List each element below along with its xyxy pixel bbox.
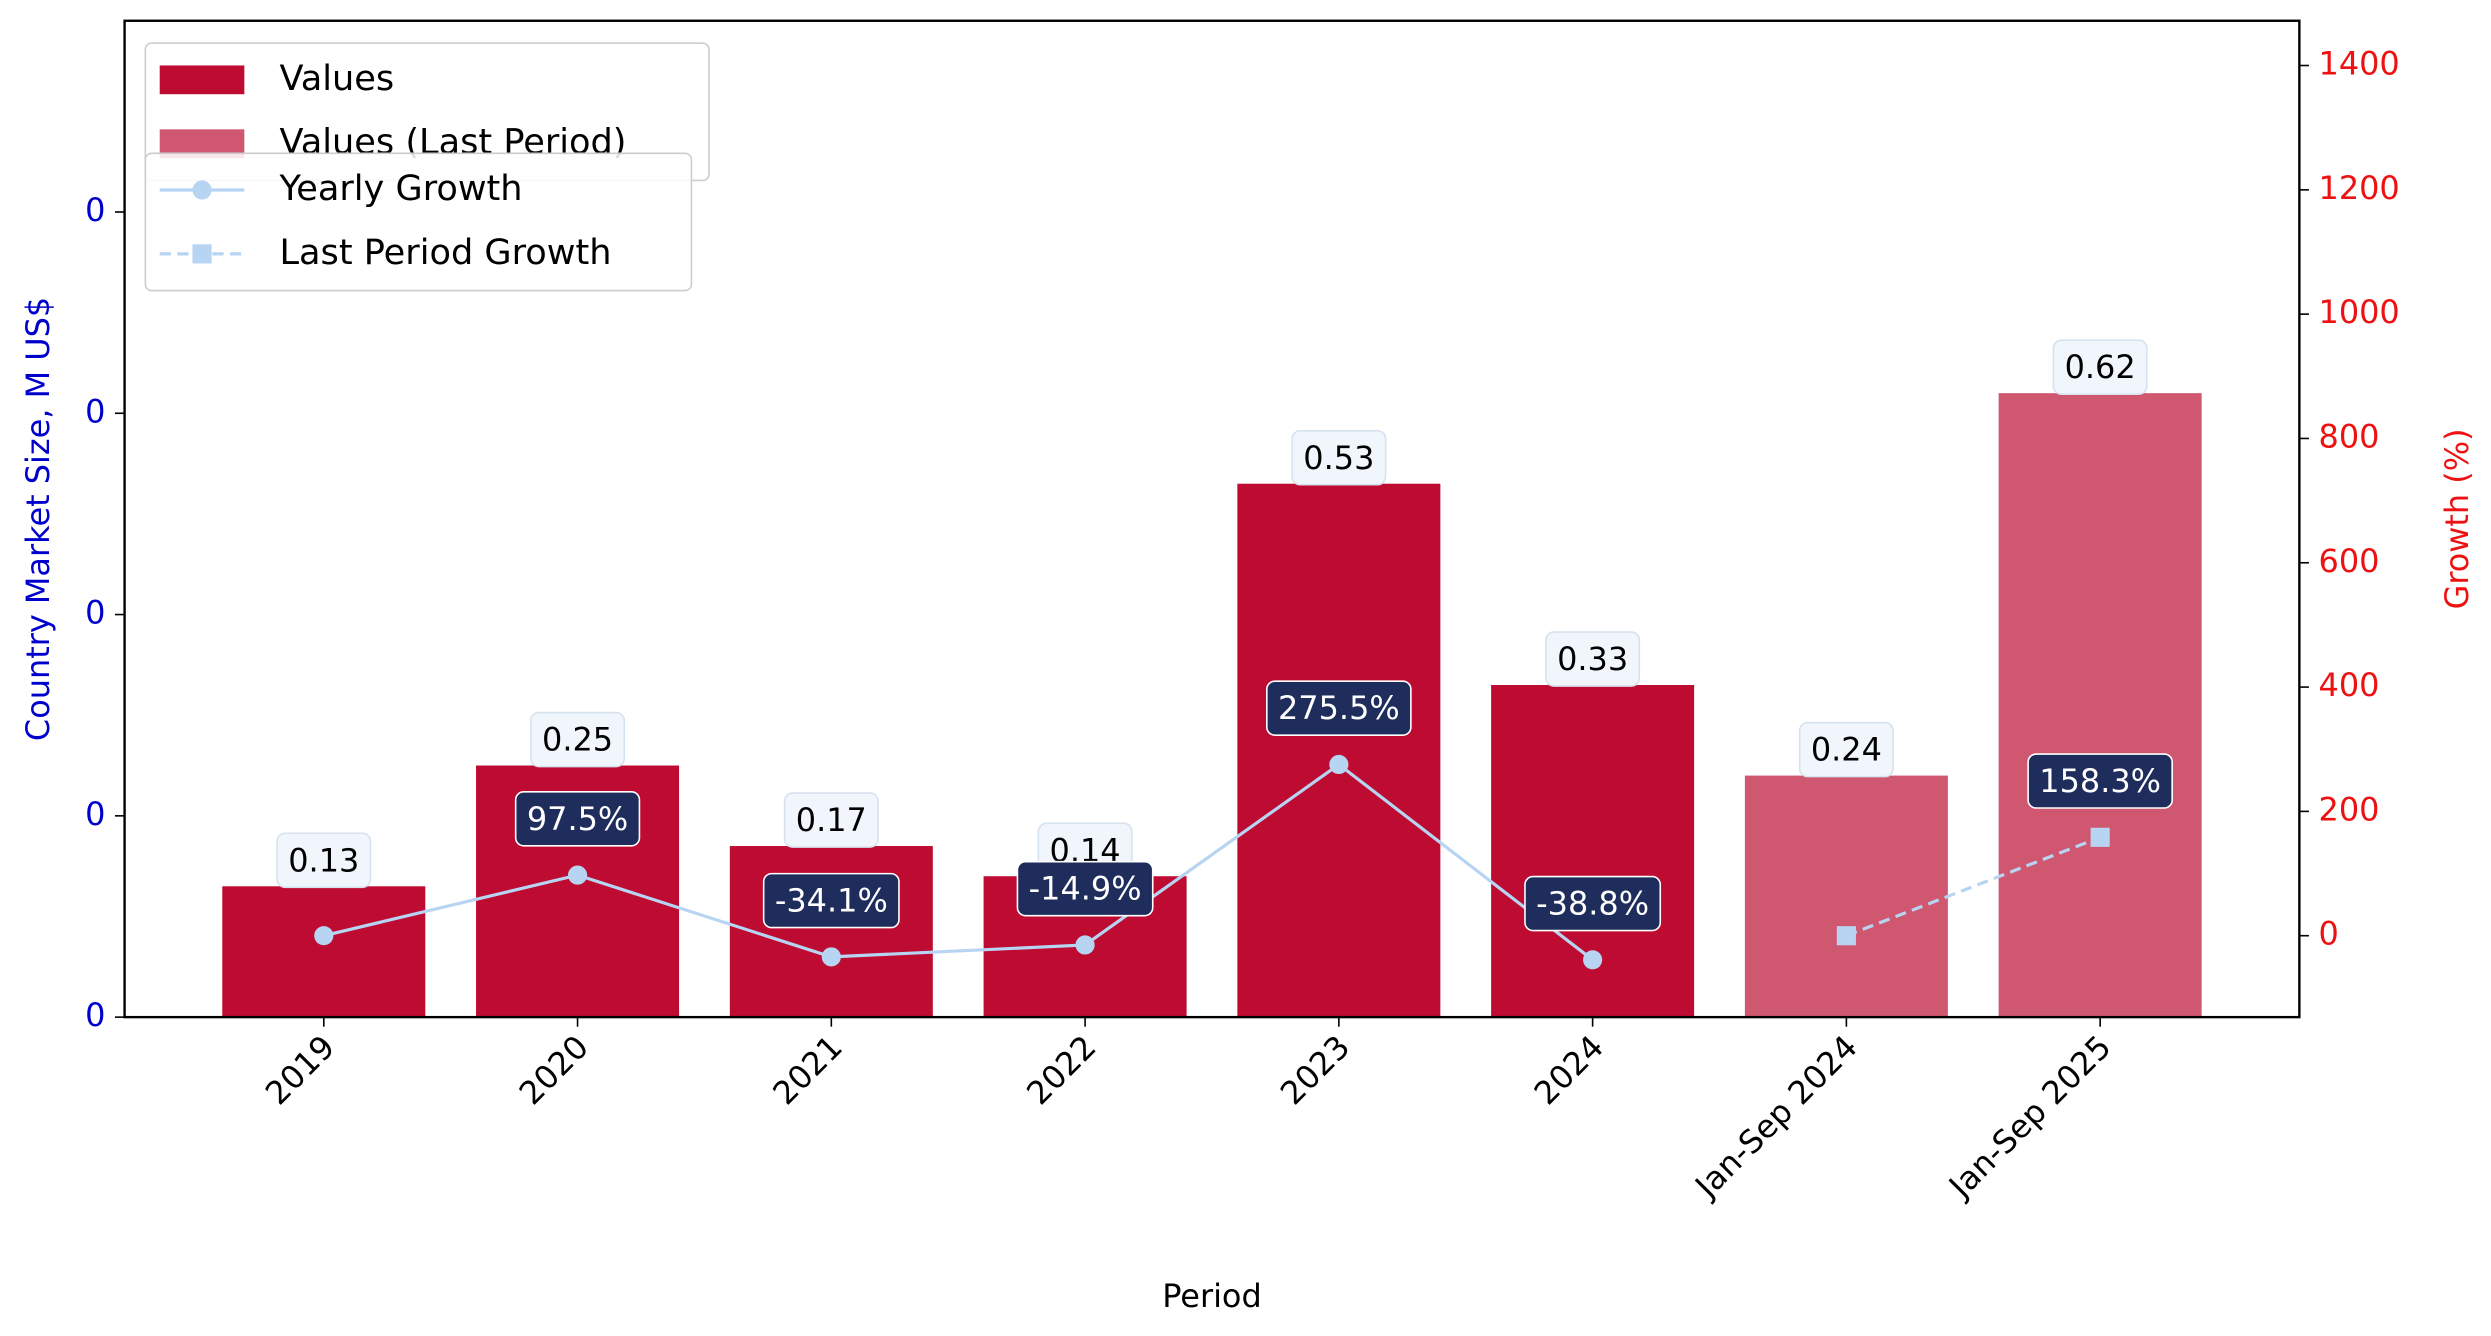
- x-tick-label: 2022: [1019, 1028, 1103, 1112]
- value-label-text: 0.25: [542, 721, 613, 759]
- legend: Yearly Growth Last Period Growth: [144, 152, 693, 292]
- value-label: 275.5%: [1266, 680, 1412, 736]
- x-tick-label: 2024: [1527, 1028, 1611, 1112]
- value-label: -38.8%: [1524, 875, 1662, 932]
- marker: [1836, 926, 1856, 946]
- line: [323, 762, 1594, 962]
- marker: [1583, 950, 1603, 970]
- value-label-box: [1798, 721, 1894, 778]
- x-tick-label: 2020: [512, 1028, 596, 1112]
- x-tick-label: Jan-Sep 2025: [1940, 1028, 2118, 1206]
- value-label-box: [276, 832, 372, 889]
- y2-tick-label: 200: [2319, 790, 2380, 828]
- x-tick-label: 2021: [765, 1028, 849, 1112]
- bar: [729, 846, 933, 1018]
- value-label-text: 97.5%: [527, 800, 628, 838]
- value-label-text: 158.3%: [2039, 762, 2161, 800]
- value-label-box: [762, 872, 900, 929]
- y2-tick-label: 1000: [2319, 293, 2400, 331]
- bar: [1998, 393, 2202, 1018]
- value-label-box: [1016, 860, 1154, 917]
- value-label-text: 0.17: [796, 801, 867, 839]
- x-tick-label: Jan-Sep 2024: [1686, 1028, 1864, 1206]
- value-label: 0.33: [1545, 631, 1641, 687]
- line: [1845, 835, 2101, 938]
- value-label: 0.25: [530, 711, 626, 768]
- value-label: 0.17: [783, 792, 879, 848]
- y2-tick-label: 0: [2319, 915, 2339, 953]
- y2-tick-label: 1200: [2319, 169, 2400, 207]
- value-label: 158.3%: [2027, 753, 2173, 809]
- value-label-text: -38.8%: [1536, 885, 1649, 923]
- value-label: 97.5%: [514, 791, 641, 847]
- marker: [821, 947, 841, 967]
- bar: [1237, 483, 1441, 1018]
- value-label-box: [1545, 631, 1641, 687]
- value-label-text: 0.24: [1811, 731, 1882, 769]
- x-tick-label: 2023: [1273, 1028, 1357, 1112]
- value-label-box: [1266, 680, 1412, 736]
- marker: [1075, 935, 1095, 955]
- value-label: -14.9%: [1016, 860, 1154, 917]
- value-label: 0.24: [1798, 721, 1894, 778]
- value-label: 0.53: [1291, 429, 1387, 486]
- value-label: 0.13: [276, 832, 372, 889]
- y2-tick-label: 1400: [2319, 45, 2400, 83]
- y-tick-label: 0: [85, 795, 105, 833]
- y-tick-label: 0: [85, 392, 105, 430]
- legend-frame: [144, 152, 693, 292]
- marker: [1329, 754, 1349, 775]
- value-label-box: [2027, 753, 2173, 809]
- value-label: 0.62: [2052, 339, 2148, 395]
- value-label: -34.1%: [762, 872, 900, 929]
- value-label-text: 0.53: [1303, 439, 1374, 477]
- y2-tick-label: 600: [2319, 542, 2380, 580]
- y-tick-label: 0: [85, 996, 105, 1034]
- value-label-text: -34.1%: [775, 882, 888, 920]
- y-tick-label: 0: [85, 191, 105, 229]
- marker: [314, 926, 334, 946]
- bar: [222, 886, 426, 1018]
- value-label-text: 0.33: [1557, 640, 1628, 678]
- legend-swatch: [159, 65, 245, 95]
- legend-label: Yearly Growth: [278, 168, 522, 209]
- value-label-box: [783, 792, 879, 848]
- x-axis-label: Period: [1162, 1277, 1262, 1315]
- marker: [567, 865, 588, 885]
- bar: [1744, 775, 1948, 1018]
- legend-label: Values: [279, 58, 394, 99]
- legend-marker: [192, 244, 212, 264]
- legend-label: Last Period Growth: [279, 232, 611, 273]
- legend-marker: [192, 180, 212, 200]
- value-label-box: [1291, 429, 1387, 486]
- value-label-text: 0.62: [2065, 348, 2136, 386]
- value-label-box: [2052, 339, 2148, 395]
- y2-axis-label: Growth (%): [2438, 428, 2476, 609]
- value-label-text: -14.9%: [1029, 870, 1142, 908]
- value-label-text: 0.13: [288, 841, 359, 879]
- y2-tick-label: 400: [2319, 666, 2380, 704]
- plot-frame: [123, 19, 2301, 1019]
- y2-tick-label: 800: [2319, 417, 2380, 455]
- x-tick-label: 2019: [258, 1028, 342, 1112]
- value-label-box: [530, 711, 626, 768]
- value-label-box: [514, 791, 641, 847]
- value-label-box: [1524, 875, 1662, 932]
- value-label-text: 275.5%: [1278, 689, 1400, 727]
- y-axis-label: Country Market Size, M US$: [19, 297, 57, 741]
- y-tick-label: 0: [85, 594, 105, 632]
- marker: [2090, 827, 2110, 847]
